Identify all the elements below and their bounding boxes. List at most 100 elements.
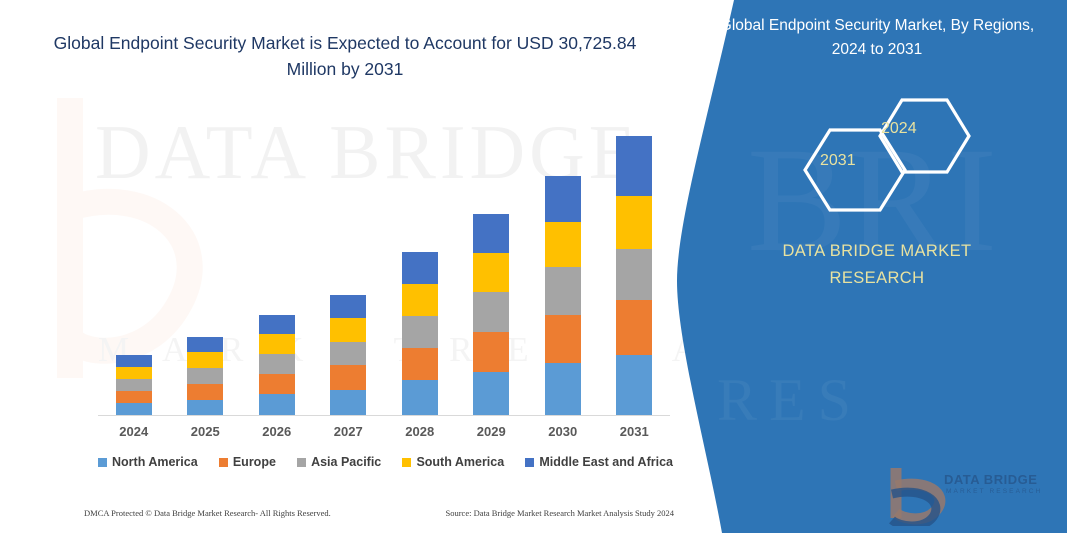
hexagon-2024-label: 2024 (881, 120, 917, 137)
legend-label: Asia Pacific (311, 455, 382, 469)
bar-segment[interactable] (187, 337, 224, 352)
brand-line-2: RESEARCH (829, 269, 925, 288)
bar-segment[interactable] (187, 400, 224, 415)
x-axis-tick-2028: 2028 (405, 424, 435, 439)
chart-panel: DATA BRIDGE M A R K E T R E S E A R C H … (53, 33, 872, 518)
bar-segment[interactable] (187, 352, 224, 368)
brand-panel-content: Global Endpoint Security Market, By Regi… (717, 0, 1067, 533)
bar-segment[interactable] (616, 196, 653, 249)
bar-segment[interactable] (258, 315, 295, 334)
stacked-bar[interactable] (473, 214, 510, 415)
bar-segment[interactable] (401, 380, 438, 415)
footer-copyright: DMCA Protected © Data Bridge Market Rese… (84, 508, 331, 518)
bar-segment[interactable] (330, 365, 367, 390)
legend-item-europe[interactable]: Europe (218, 455, 276, 469)
bar-slot (98, 100, 170, 415)
hexagon-2024-shape (878, 98, 971, 174)
bar-segment[interactable] (544, 363, 581, 415)
legend-item-north-america[interactable]: North America (98, 455, 198, 469)
bar-slot (527, 100, 599, 415)
x-axis-tick-2031: 2031 (619, 424, 649, 439)
bar-segment[interactable] (544, 315, 581, 363)
bar-segment[interactable] (473, 253, 510, 292)
x-axis-tick-2027: 2027 (333, 424, 363, 439)
bar-segment[interactable] (258, 334, 295, 354)
bar-segment[interactable] (473, 372, 510, 415)
bar-segment[interactable] (115, 391, 152, 403)
bar-segment[interactable] (616, 249, 653, 300)
brand-line-1: DATA BRIDGE MARKET (782, 242, 972, 260)
bar-segment[interactable] (258, 394, 295, 415)
bar-segment[interactable] (401, 284, 438, 316)
axis-baseline (98, 415, 670, 416)
bar-segment[interactable] (187, 384, 224, 400)
legend-swatch-icon (402, 457, 412, 467)
bar-segment[interactable] (330, 342, 367, 365)
bar-segment[interactable] (258, 374, 295, 394)
bar-segment[interactable] (616, 136, 653, 196)
corner-logo-subtitle: MARKET RESEARCH (946, 488, 1043, 495)
legend-item-asia-pacific[interactable]: Asia Pacific (297, 455, 381, 469)
bar-segment[interactable] (330, 295, 367, 318)
legend-label: Europe (232, 455, 276, 469)
x-axis-tick-2029: 2029 (476, 424, 506, 439)
bar-segment[interactable] (187, 368, 224, 384)
bar-segment[interactable] (115, 403, 152, 415)
bar-segment[interactable] (115, 367, 152, 379)
bar-segment[interactable] (330, 318, 367, 342)
bar-slot (599, 100, 671, 415)
legend-item-south-america[interactable]: South America (402, 455, 504, 469)
corner-logo-title: DATA BRIDGE (944, 472, 1038, 487)
stacked-bar[interactable] (258, 315, 295, 415)
legend-item-middle-east-and-africa[interactable]: Middle East and Africa (525, 455, 673, 469)
bar-segment[interactable] (616, 355, 653, 415)
bar-segment[interactable] (115, 379, 152, 391)
footer-source: Source: Data Bridge Market Research Mark… (445, 508, 674, 518)
year-hexagons: 2031 2024 (797, 92, 997, 212)
panel-title: Global Endpoint Security Market, By Regi… (719, 17, 1035, 59)
bar-segment[interactable] (616, 300, 653, 355)
bar-series-group (98, 100, 670, 415)
bar-segment[interactable] (544, 176, 581, 222)
corner-logo: DATA BRIDGE MARKET RESEARCH (882, 460, 1057, 531)
hexagon-2031-shape (803, 128, 907, 212)
bar-segment[interactable] (473, 214, 510, 253)
x-axis-tick-2030: 2030 (548, 424, 578, 439)
footer: DMCA Protected © Data Bridge Market Rese… (84, 508, 674, 518)
legend-label: North America (112, 455, 198, 469)
bar-segment[interactable] (544, 267, 581, 315)
bar-segment[interactable] (473, 292, 510, 332)
x-axis-tick-2024: 2024 (119, 424, 149, 439)
stacked-bar[interactable] (544, 176, 581, 415)
legend-swatch-icon (218, 457, 228, 467)
stacked-bar[interactable] (616, 136, 653, 415)
brand-name: DATA BRIDGE MARKET RESEARCH (717, 238, 1037, 292)
hexagon-2031-label: 2031 (820, 152, 856, 169)
stacked-bar[interactable] (115, 355, 152, 415)
bar-segment[interactable] (258, 354, 295, 374)
x-axis-tick-2026: 2026 (262, 424, 292, 439)
bar-slot (170, 100, 242, 415)
bar-segment[interactable] (115, 355, 152, 367)
bar-segment[interactable] (401, 348, 438, 380)
chart-title: Global Endpoint Security Market is Expec… (53, 33, 637, 80)
bar-slot (384, 100, 456, 415)
bar-segment[interactable] (401, 252, 438, 284)
legend-swatch-icon (525, 457, 535, 467)
plot-area (98, 100, 670, 416)
bar-slot (313, 100, 385, 415)
stacked-bar[interactable] (401, 252, 438, 415)
bar-segment[interactable] (401, 316, 438, 348)
legend-label: Middle East and Africa (539, 455, 673, 469)
stacked-bar[interactable] (187, 337, 224, 415)
bar-slot (456, 100, 528, 415)
stacked-bar[interactable] (330, 295, 367, 415)
bar-segment[interactable] (544, 222, 581, 267)
chart-legend: North America Europe Asia Pacific South Ame… (98, 455, 673, 469)
bar-segment[interactable] (473, 332, 510, 372)
legend-swatch-icon (297, 457, 307, 467)
bar-slot (241, 100, 313, 415)
legend-label: South America (416, 455, 505, 469)
bar-segment[interactable] (330, 390, 367, 415)
